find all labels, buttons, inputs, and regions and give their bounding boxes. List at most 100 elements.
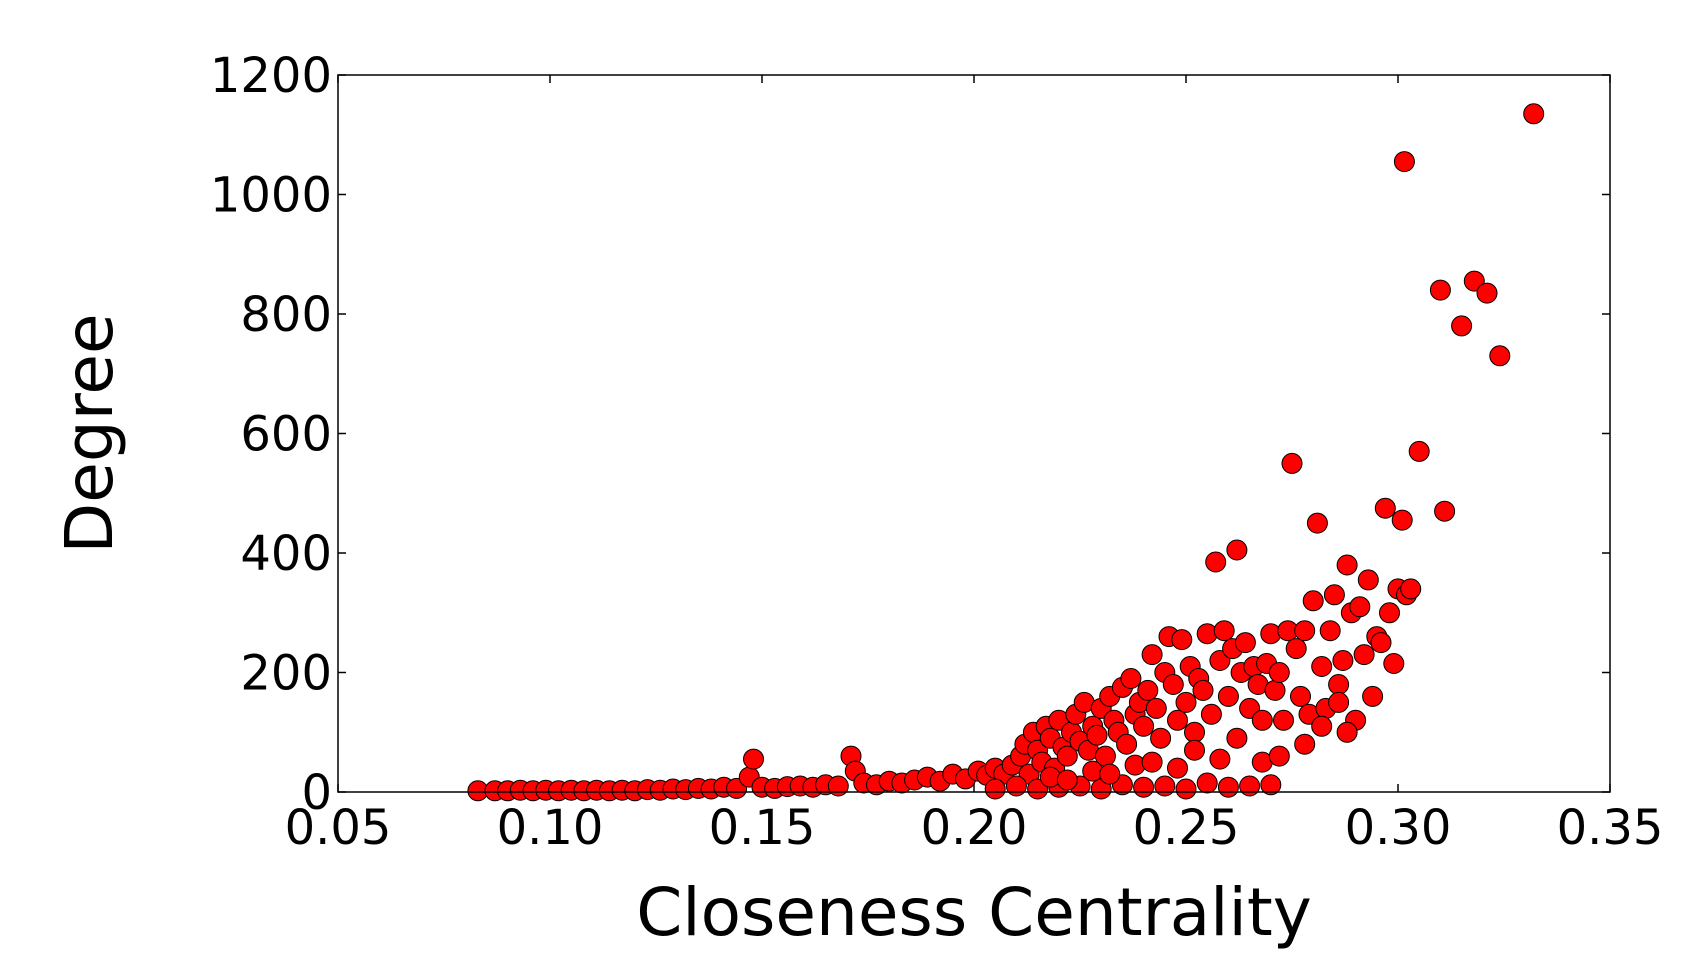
- data-point: [1523, 103, 1545, 125]
- data-point: [1336, 721, 1358, 743]
- data-point: [1133, 715, 1155, 737]
- y-tick-label: 0: [301, 765, 332, 821]
- data-point: [1294, 733, 1316, 755]
- data-point: [1393, 151, 1415, 173]
- data-point: [1374, 497, 1396, 519]
- data-point: [1328, 674, 1350, 695]
- data-point: [1167, 709, 1188, 731]
- data-point: [1306, 512, 1328, 534]
- data-point: [1192, 679, 1214, 701]
- data-point: [1133, 776, 1155, 798]
- data-point: [1489, 345, 1511, 367]
- data-point: [1205, 551, 1227, 573]
- data-point: [984, 778, 1006, 800]
- data-point: [1141, 644, 1163, 666]
- data-point: [1086, 724, 1108, 746]
- data-point: [1281, 452, 1303, 474]
- data-point: [1379, 602, 1400, 624]
- data-point: [827, 775, 849, 797]
- data-point: [1273, 709, 1294, 731]
- data-point: [1328, 691, 1350, 713]
- data-point: [1120, 668, 1142, 689]
- data-point: [1234, 632, 1256, 654]
- data-point: [1150, 727, 1172, 749]
- x-axis-label: Closeness Centrality: [636, 874, 1312, 951]
- data-point: [1099, 763, 1121, 785]
- data-point: [1226, 727, 1248, 749]
- data-point: [743, 748, 764, 770]
- x-tick-label: 0.10: [497, 800, 604, 856]
- data-point: [1362, 685, 1384, 707]
- data-point: [1383, 653, 1405, 674]
- data-point: [1213, 620, 1235, 642]
- data-point: [1167, 757, 1188, 779]
- data-point: [1260, 774, 1282, 796]
- data-point: [1400, 578, 1422, 600]
- data-point: [1175, 778, 1197, 800]
- data-point: [1145, 697, 1167, 719]
- data-point: [1209, 748, 1231, 770]
- y-tick-label: 1000: [210, 168, 332, 224]
- data-point: [1056, 745, 1078, 767]
- plot-frame: [337, 74, 1611, 793]
- data-point: [1429, 279, 1451, 301]
- data-point: [1175, 691, 1197, 713]
- y-tick-label: 600: [240, 407, 332, 463]
- x-tick-label: 0.25: [1133, 800, 1240, 856]
- data-point: [1268, 662, 1290, 683]
- data-point: [1200, 703, 1222, 725]
- y-tick-label: 400: [240, 526, 332, 582]
- y-tick-label: 200: [240, 646, 332, 702]
- data-point: [1311, 656, 1333, 677]
- data-point: [1056, 769, 1078, 791]
- axis-ticks: [337, 74, 1611, 793]
- data-point: [1311, 715, 1333, 737]
- data-point: [1268, 745, 1290, 767]
- data-point: [1349, 596, 1371, 618]
- x-tick-label: 0.15: [709, 800, 816, 856]
- data-point: [1154, 775, 1176, 797]
- data-point: [1285, 638, 1307, 660]
- data-point: [1171, 629, 1193, 651]
- data-point: [1332, 650, 1354, 671]
- data-point: [1357, 569, 1379, 591]
- data-point: [1217, 685, 1239, 707]
- data-point: [1353, 644, 1375, 666]
- data-point: [1323, 584, 1345, 606]
- data-point: [1184, 739, 1205, 761]
- data-point: [1116, 733, 1138, 755]
- y-tick-label: 800: [240, 287, 332, 343]
- data-point: [1141, 751, 1163, 773]
- data-point: [1251, 709, 1273, 731]
- data-points: [467, 103, 1545, 802]
- x-tick-labels: 0.05 0.10 0.15 0.20 0.25 0.30 0.35: [285, 800, 1664, 856]
- data-point: [1391, 509, 1413, 531]
- data-point: [1451, 315, 1473, 337]
- data-point: [1184, 721, 1205, 743]
- data-point: [1336, 554, 1358, 576]
- data-point: [1319, 620, 1341, 642]
- data-point: [1239, 775, 1261, 797]
- data-point: [1005, 775, 1027, 797]
- x-tick-label: 0.35: [1557, 800, 1664, 856]
- data-point: [1264, 679, 1286, 701]
- data-point: [1226, 539, 1248, 561]
- x-tick-label: 0.30: [1345, 800, 1452, 856]
- x-tick-label: 0.20: [921, 800, 1028, 856]
- data-point: [1476, 282, 1498, 304]
- data-point: [1408, 440, 1430, 462]
- data-point: [1370, 632, 1392, 654]
- data-point: [1302, 590, 1324, 612]
- y-tick-label: 1200: [210, 48, 332, 104]
- y-tick-labels: 0 200 400 600 800 1000 1200: [210, 48, 332, 821]
- data-point: [1196, 772, 1218, 794]
- data-point: [1294, 620, 1316, 642]
- data-point: [1217, 776, 1239, 798]
- data-point: [1137, 679, 1159, 701]
- data-point: [1290, 685, 1311, 707]
- x-tick-label: 0.05: [285, 800, 392, 856]
- data-point: [1434, 500, 1456, 522]
- y-axis-label: Degree: [51, 313, 128, 553]
- data-point: [1162, 674, 1184, 695]
